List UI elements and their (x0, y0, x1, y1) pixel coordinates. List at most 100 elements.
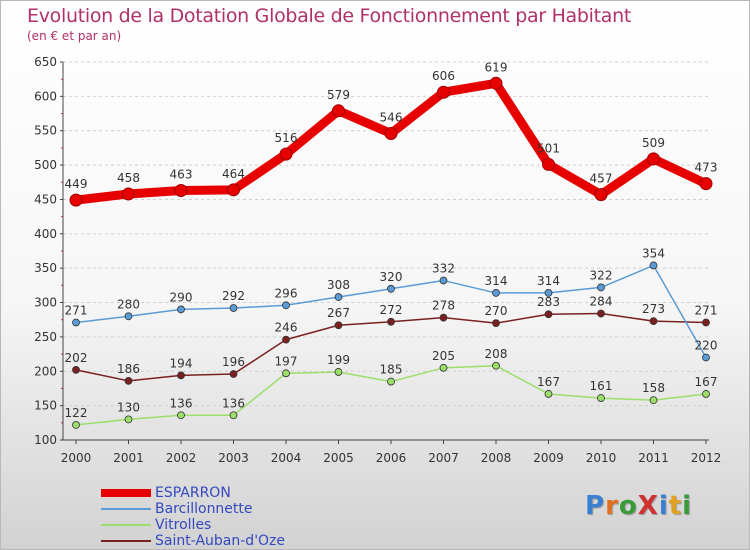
data-point (597, 309, 605, 318)
data-label: 270 (485, 304, 508, 318)
data-label: 278 (432, 299, 455, 313)
data-label: 158 (642, 381, 665, 395)
data-label: 501 (537, 141, 560, 155)
data-label: 449 (65, 177, 88, 191)
legend-label: Barcillonnette (155, 501, 253, 517)
data-point (649, 317, 658, 326)
data-point (124, 376, 133, 385)
series-group: 202 186 194 196 246 267 272 278 270 283 284 273 271 1… (65, 60, 718, 429)
y-tick-label: 300 (34, 296, 57, 310)
data-point (492, 319, 500, 328)
data-point (282, 301, 290, 310)
data-point (439, 276, 448, 285)
data-label: 161 (590, 379, 613, 393)
data-label: 194 (170, 356, 193, 370)
chart-title: Evolution de la Dotation Globale de Fonc… (27, 5, 632, 27)
legend-label: ESPARRON (155, 485, 231, 501)
x-tick-label: 2007 (428, 451, 459, 465)
data-label: 130 (117, 400, 140, 414)
data-point (702, 353, 710, 362)
data-point (177, 371, 185, 380)
legend-label: Vitrolles (155, 517, 212, 533)
series-barcillonnette: 271 280 290 292 296 308 320 332 314 314 322 354 220 (65, 246, 717, 362)
x-tick-label: 2001 (113, 451, 144, 465)
data-label: 322 (590, 268, 613, 282)
data-point (174, 184, 188, 198)
data-point (702, 390, 710, 398)
data-label: 332 (432, 262, 455, 276)
data-point (597, 394, 605, 402)
data-point (334, 368, 343, 376)
x-tick-label: 2011 (638, 451, 669, 465)
data-point (699, 177, 713, 191)
data-point (124, 312, 133, 321)
x-tick-label: 2003 (218, 451, 249, 465)
data-label: 314 (485, 274, 508, 288)
data-point (594, 188, 608, 202)
data-label: 199 (327, 353, 350, 367)
y-tick-label: 550 (34, 124, 57, 138)
data-label: 579 (327, 88, 350, 102)
data-label: 271 (695, 303, 718, 317)
legend-swatch (101, 489, 151, 497)
data-label: 464 (222, 167, 245, 181)
data-point (124, 415, 133, 424)
data-point (544, 310, 553, 319)
data-label: 136 (170, 396, 193, 410)
x-tick-label: 2002 (166, 451, 197, 465)
x-tick-label: 2009 (533, 451, 564, 465)
data-point (227, 183, 240, 197)
x-tick-label: 2004 (271, 451, 302, 465)
legend-swatch (101, 508, 151, 510)
data-point (177, 305, 185, 314)
data-label: 314 (537, 274, 560, 288)
data-point (544, 289, 553, 297)
data-label: 463 (170, 168, 193, 182)
data-point (279, 147, 293, 161)
axes: 100 150 200 250 300 350 400 450 500 550 600 650 2000… (34, 55, 721, 465)
data-label: 122 (65, 406, 88, 420)
y-tick-label: 650 (34, 55, 57, 69)
data-label: 167 (537, 375, 560, 389)
data-label: 290 (170, 290, 193, 304)
y-tick-label: 250 (34, 330, 57, 344)
legend-label: Saint-Auban-d'Oze (155, 533, 286, 549)
data-point (702, 318, 710, 327)
data-point (282, 369, 290, 378)
series-esparron: 449 458 463 464 516 579 546 606 619 501 457 509 473 (65, 60, 717, 207)
y-tick-label: 100 (34, 433, 57, 447)
data-label: 283 (537, 295, 560, 309)
data-label: 546 (380, 110, 403, 124)
data-point (334, 293, 343, 301)
data-label: 271 (65, 303, 88, 317)
data-point (72, 420, 80, 429)
data-label: 509 (642, 136, 665, 150)
data-point (597, 283, 605, 292)
data-label: 272 (380, 303, 403, 317)
data-point (387, 317, 395, 326)
data-label: 202 (65, 351, 88, 365)
data-point (544, 390, 553, 398)
data-label: 458 (117, 171, 140, 185)
data-label: 292 (222, 289, 245, 303)
data-point (647, 152, 660, 166)
data-label: 186 (117, 362, 140, 376)
y-tick-label: 150 (34, 399, 57, 413)
data-point (72, 318, 80, 327)
x-tick-label: 2008 (481, 451, 512, 465)
x-tick-label: 2005 (323, 451, 354, 465)
data-point (69, 193, 83, 207)
data-label: 516 (275, 131, 298, 145)
data-label: 196 (222, 355, 245, 369)
data-label: 267 (327, 306, 350, 320)
data-label: 606 (432, 69, 455, 83)
data-point (387, 284, 395, 293)
data-label: 320 (380, 270, 403, 284)
data-label: 296 (275, 286, 298, 300)
chart-subtitle: (en € et par an) (27, 29, 122, 43)
y-tick-label: 500 (34, 158, 57, 172)
data-label: 284 (590, 295, 613, 309)
data-point (437, 85, 450, 99)
data-point (282, 335, 290, 344)
